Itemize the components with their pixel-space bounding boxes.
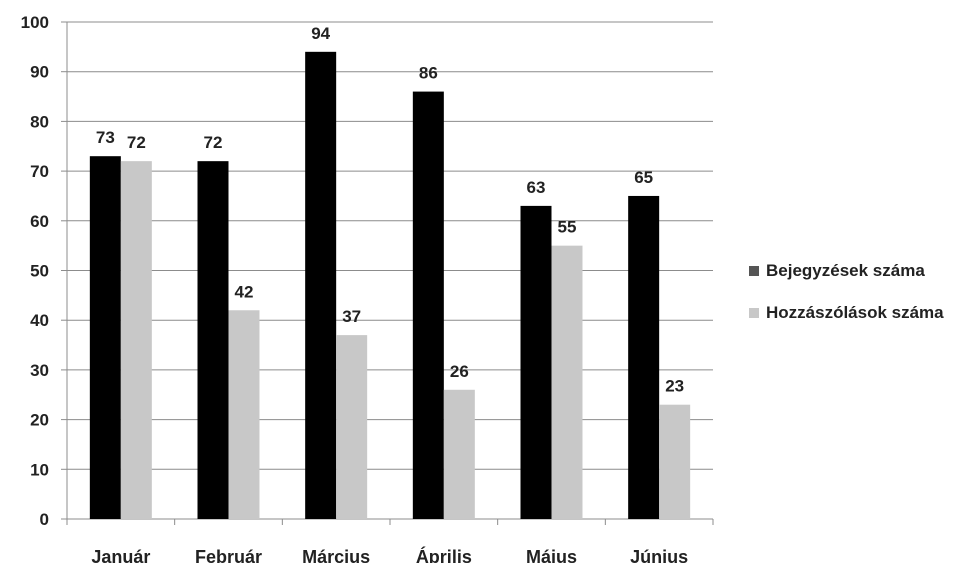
y-tick-label: 50 [30, 262, 49, 281]
x-category-label: Április [416, 546, 472, 563]
data-label: 42 [235, 282, 254, 301]
data-label: 37 [342, 307, 361, 326]
bars [89, 51, 691, 519]
legend-marker [749, 308, 759, 318]
y-tick-label: 90 [30, 63, 49, 82]
data-label: 65 [634, 168, 653, 187]
x-category-label: Június [630, 547, 688, 563]
x-category-label: Május [526, 547, 577, 563]
x-category-label: Február [195, 547, 262, 563]
y-tick-label: 100 [21, 13, 49, 32]
legend: Bejegyzések száma Hozzászólások száma [749, 261, 944, 322]
bar-bejegyzesek [412, 91, 444, 519]
bar-hozzaszolasok [443, 389, 475, 519]
axes: 0 10 20 30 40 50 60 70 80 90 100 Január Február Márci… [21, 13, 714, 567]
bar-hozzaszolasok [659, 404, 691, 519]
bar-bejegyzesek [89, 156, 121, 519]
bar-bejegyzesek [305, 51, 337, 519]
bar-hozzaszolasok [551, 245, 583, 519]
bar-hozzaszolasok [120, 161, 152, 519]
legend-label: Bejegyzések száma [766, 261, 925, 280]
bar-hozzaszolasok [228, 310, 260, 519]
legend-marker [749, 266, 759, 276]
bar-bejegyzesek [520, 205, 552, 519]
x-category-label: Január [91, 547, 150, 563]
y-tick-label: 20 [30, 411, 49, 430]
bar-hozzaszolasok [336, 335, 368, 519]
y-tick-label: 70 [30, 162, 49, 181]
y-tick-label: 10 [30, 460, 49, 479]
data-label: 63 [527, 178, 546, 197]
data-label: 86 [419, 64, 438, 83]
data-label: 26 [450, 362, 469, 381]
gridlines [67, 21, 713, 470]
bar-bejegyzesek [628, 195, 660, 519]
data-label: 72 [204, 133, 223, 152]
data-labels: 73 72 72 42 94 37 86 26 63 55 65 23 [96, 24, 684, 396]
bar-bejegyzesek [197, 161, 229, 519]
y-tick-label: 30 [30, 361, 49, 380]
x-category-label: Március [302, 547, 370, 563]
legend-label: Hozzászólások száma [766, 303, 944, 322]
y-tick-label: 80 [30, 112, 49, 131]
y-tick-label: 40 [30, 311, 49, 330]
data-label: 55 [558, 218, 577, 237]
data-label: 72 [127, 133, 146, 152]
data-label: 23 [665, 377, 684, 396]
data-label: 73 [96, 128, 115, 147]
y-tick-label: 60 [30, 212, 49, 231]
data-label: 94 [311, 24, 330, 43]
y-tick-label: 0 [40, 510, 49, 529]
